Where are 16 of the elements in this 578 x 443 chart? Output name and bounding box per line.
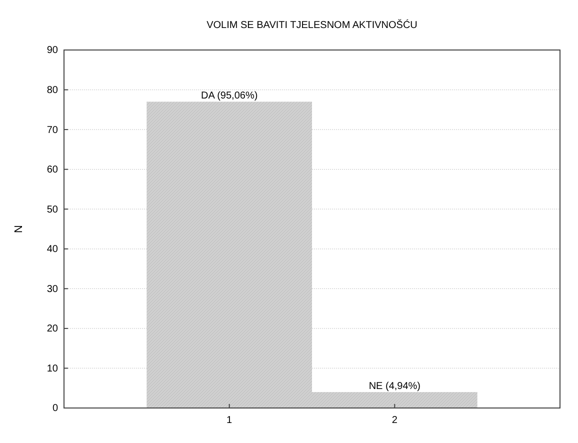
y-tick-label: 10: [46, 363, 58, 374]
annotation: DA (95,06%): [200, 90, 258, 102]
y-tick-label: 0: [52, 403, 58, 414]
y-tick-label: 30: [46, 284, 58, 295]
y-tick-label: 80: [46, 84, 58, 96]
y-tick-label: 70: [46, 124, 58, 136]
y-tick-label: 90: [46, 45, 58, 56]
annotation: NE (4,94%): [368, 381, 421, 392]
y-tick-label: 20: [46, 324, 58, 335]
y-axis-title: N: [13, 224, 25, 233]
chart-title: VOLIM SE BAVITI TJELESNOM AKTIVNOŠĆU: [206, 19, 418, 31]
y-tick-label: 40: [46, 244, 58, 256]
x-tick-label: 1: [226, 415, 233, 426]
x-tick-label: 2: [392, 415, 398, 426]
y-tick-label: 50: [46, 204, 58, 216]
y-tick-label: 60: [46, 164, 58, 176]
